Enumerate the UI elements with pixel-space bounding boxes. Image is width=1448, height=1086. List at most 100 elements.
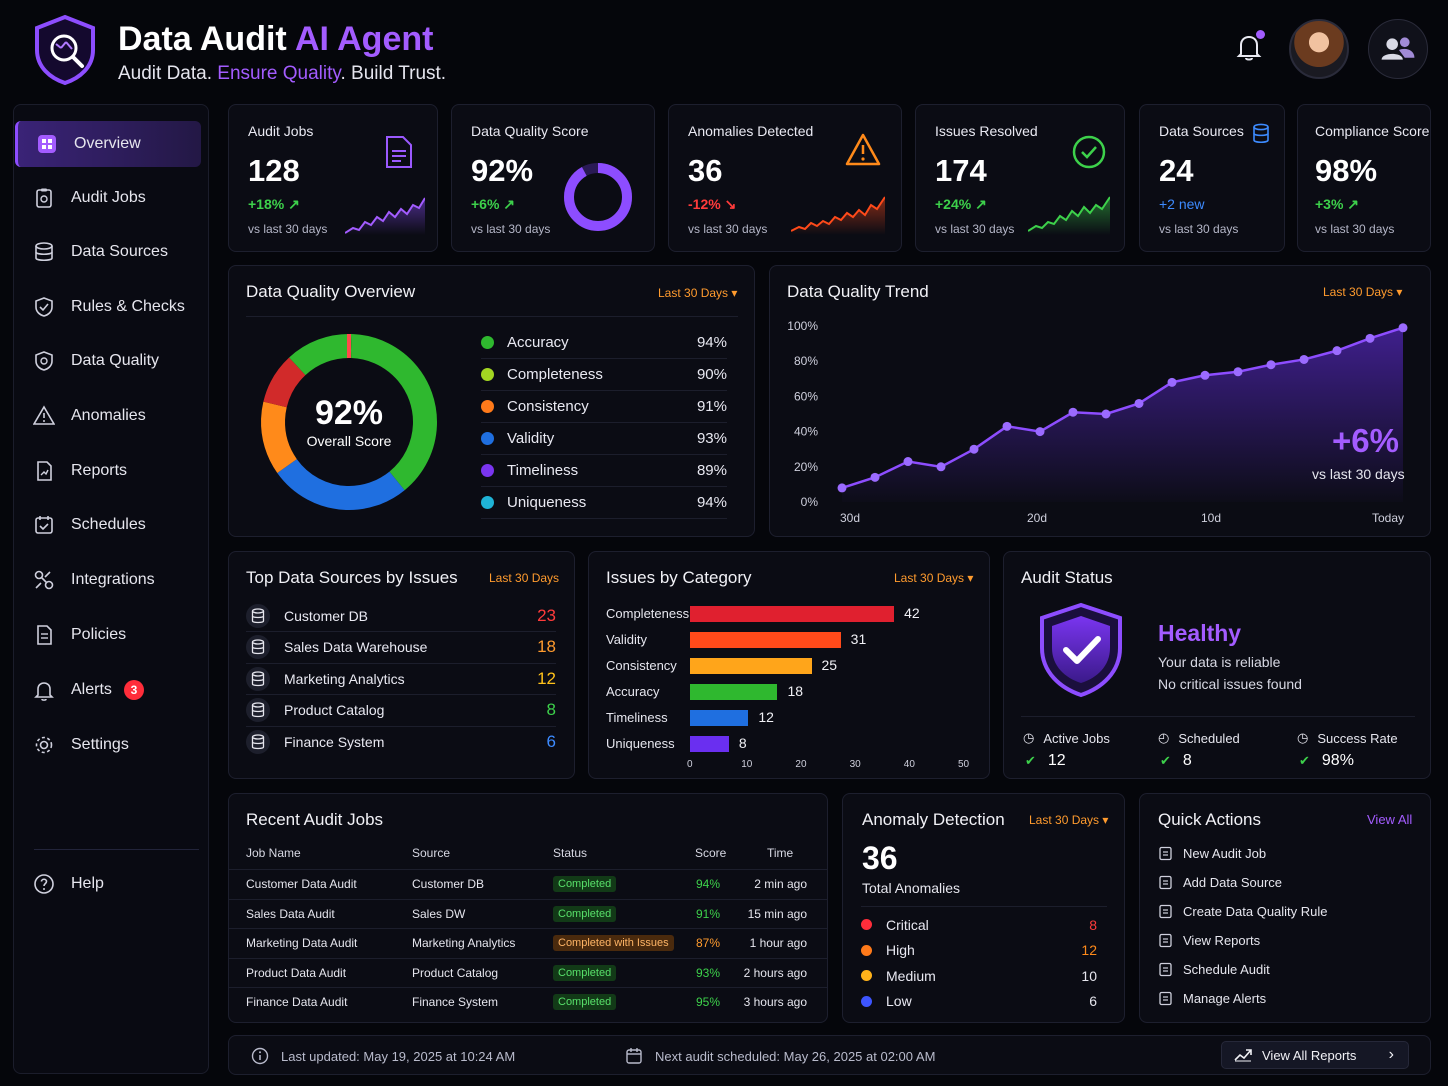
kpi-card-data-sources[interactable]: Data Sources 24 +2 new vs last 30 days: [1139, 104, 1285, 252]
category-bar: [690, 632, 841, 648]
kpi-card-audit-jobs[interactable]: Audit Jobs 128 +18% ↗ vs last 30 days: [228, 104, 438, 252]
dimension-value: 90%: [696, 366, 727, 383]
notification-dot: [1256, 30, 1265, 39]
quick-action-schedule-audit[interactable]: Schedule Audit: [1158, 962, 1270, 977]
category-label: Uniqueness: [606, 736, 675, 751]
notification-bell-icon[interactable]: [1232, 30, 1266, 64]
card-title: Top Data Sources by Issues: [246, 568, 458, 587]
sidebar-item-data-sources[interactable]: Data Sources: [15, 229, 201, 275]
quick-action-create-data-quality-rule[interactable]: Create Data Quality Rule: [1158, 904, 1328, 919]
trend-point: [903, 457, 913, 467]
kpi-sub: vs last 30 days: [471, 222, 551, 236]
range-dropdown[interactable]: Last 30 Days ▾: [658, 286, 738, 300]
sidebar-item-policies[interactable]: Policies: [15, 612, 201, 658]
data-source-row[interactable]: Product Catalog 8: [246, 695, 556, 727]
job-time: 2 min ago: [754, 877, 807, 891]
card-title: Data Quality Trend: [787, 282, 929, 301]
anomalies-sparkline: [791, 196, 885, 235]
clipboard-plus-icon: [1158, 846, 1173, 861]
status-badge: Completed with Issues: [553, 935, 674, 951]
data-source-row[interactable]: Finance System 6: [246, 726, 556, 758]
table-row[interactable]: Customer Data Audit Customer DB Complete…: [229, 869, 827, 898]
sidebar-item-settings[interactable]: Settings: [15, 722, 201, 768]
data-source-row[interactable]: Sales Data Warehouse 18: [246, 632, 556, 664]
severity-name: Critical: [886, 916, 929, 933]
quality-donut-chart: [261, 334, 437, 510]
job-name: Product Data Audit: [246, 965, 347, 980]
range-dropdown[interactable]: Last 30 Days ▾: [1323, 285, 1403, 299]
category-label: Consistency: [606, 658, 677, 673]
kpi-value: 174: [935, 153, 987, 188]
sidebar-item-overview[interactable]: Overview: [15, 121, 201, 167]
range-dropdown[interactable]: Last 30 Days ▾: [894, 571, 974, 585]
donut-segment-accuracy: [261, 334, 437, 510]
view-all-link[interactable]: View All: [1367, 812, 1413, 827]
quick-action-label: New Audit Job: [1183, 846, 1267, 861]
kpi-card-data-quality-score[interactable]: Data Quality Score 92% +6% ↗ vs last 30 …: [451, 104, 655, 252]
quick-action-new-audit-job[interactable]: New Audit Job: [1158, 846, 1266, 861]
trend-point: [1266, 360, 1276, 370]
sidebar-item-integrations[interactable]: Integrations: [15, 557, 201, 603]
quick-action-manage-alerts[interactable]: Manage Alerts: [1158, 991, 1266, 1006]
clipboard-icon: [33, 187, 55, 209]
x-axis-tick: 50: [958, 759, 970, 770]
sidebar-item-data-quality[interactable]: Data Quality: [15, 338, 201, 384]
quality-shield-icon: [33, 350, 55, 372]
source-name: Sales Data Warehouse: [284, 639, 428, 655]
sidebar-item-alerts[interactable]: Alerts 3: [15, 667, 201, 713]
table-row[interactable]: Finance Data Audit Finance System Comple…: [229, 987, 827, 1016]
x-axis-tick: 20d: [1027, 511, 1047, 525]
table-row[interactable]: Sales Data Audit Sales DW Completed 91% …: [229, 898, 827, 928]
quick-action-add-data-source[interactable]: Add Data Source: [1158, 875, 1282, 890]
table-row[interactable]: Marketing Data Audit Marketing Analytics…: [229, 928, 827, 957]
data-source-row[interactable]: Customer DB 23: [246, 600, 556, 632]
report-icon: [33, 460, 55, 482]
trend-point: [1002, 421, 1012, 431]
range-dropdown[interactable]: Last 30 Days ▾: [1029, 813, 1109, 827]
trend-point: [1233, 367, 1243, 377]
sidebar-item-label: Schedules: [71, 516, 146, 533]
database-plus-icon: [1158, 875, 1173, 890]
source-name: Product Catalog: [284, 702, 385, 718]
donut-segment-validity: [261, 334, 437, 510]
sidebar-item-audit-jobs[interactable]: Audit Jobs: [15, 175, 201, 221]
view-all-reports-button[interactable]: View All Reports ›: [1221, 1041, 1409, 1069]
data-source-row[interactable]: Marketing Analytics 12: [246, 663, 556, 695]
trend-point: [1332, 346, 1342, 356]
sidebar-item-anomalies[interactable]: Anomalies: [15, 393, 201, 439]
range-label[interactable]: Last 30 Days: [489, 571, 560, 585]
severity-count: 8: [1089, 916, 1097, 933]
divider: [246, 316, 738, 317]
dimension-value: 91%: [696, 398, 727, 415]
x-axis-tick: 0: [687, 759, 693, 770]
sidebar-item-label: Data Sources: [71, 243, 168, 260]
y-axis-tick: 40%: [794, 425, 818, 439]
sidebar-item-schedules[interactable]: Schedules: [15, 502, 201, 548]
x-axis-tick: 20: [795, 759, 807, 770]
rule-gear-icon: [1158, 904, 1173, 919]
kpi-label: Data Quality Score: [471, 123, 589, 139]
kpi-sub: vs last 30 days: [1315, 222, 1395, 236]
table-row[interactable]: Product Data Audit Product Catalog Compl…: [229, 957, 827, 987]
sidebar-item-reports[interactable]: Reports: [15, 448, 201, 494]
success-rate-value: ✔ 98%: [1299, 752, 1354, 769]
quality-dimension-row: Uniqueness 94%: [481, 487, 727, 519]
kpi-card-issues-resolved[interactable]: Issues Resolved 174 +24% ↗ vs last 30 da…: [915, 104, 1125, 252]
quick-action-view-reports[interactable]: View Reports: [1158, 933, 1260, 948]
issue-count: 8: [546, 700, 556, 719]
quick-action-label: Create Data Quality Rule: [1183, 904, 1328, 919]
bell-icon: [33, 679, 55, 701]
severity-dot: [861, 970, 872, 981]
kpi-sub: vs last 30 days: [248, 222, 328, 236]
quick-action-label: Manage Alerts: [1183, 991, 1267, 1006]
kpi-card-anomalies[interactable]: Anomalies Detected 36 -12% ↘ vs last 30 …: [668, 104, 902, 252]
trend-point: [936, 462, 946, 472]
team-users-icon[interactable]: [1368, 19, 1428, 79]
kpi-card-compliance-score[interactable]: Compliance Score 98% +3% ↗ vs last 30 da…: [1297, 104, 1431, 252]
sidebar-item-label: Data Quality: [71, 352, 160, 369]
sidebar-item-help[interactable]: Help: [15, 861, 201, 907]
anomaly-severity-row: Medium 10: [861, 963, 1097, 988]
footer-bar: Last updated: May 19, 2025 at 10:24 AM N…: [228, 1035, 1431, 1075]
user-avatar[interactable]: [1289, 19, 1349, 79]
sidebar-item-rules-checks[interactable]: Rules & Checks: [15, 284, 201, 330]
